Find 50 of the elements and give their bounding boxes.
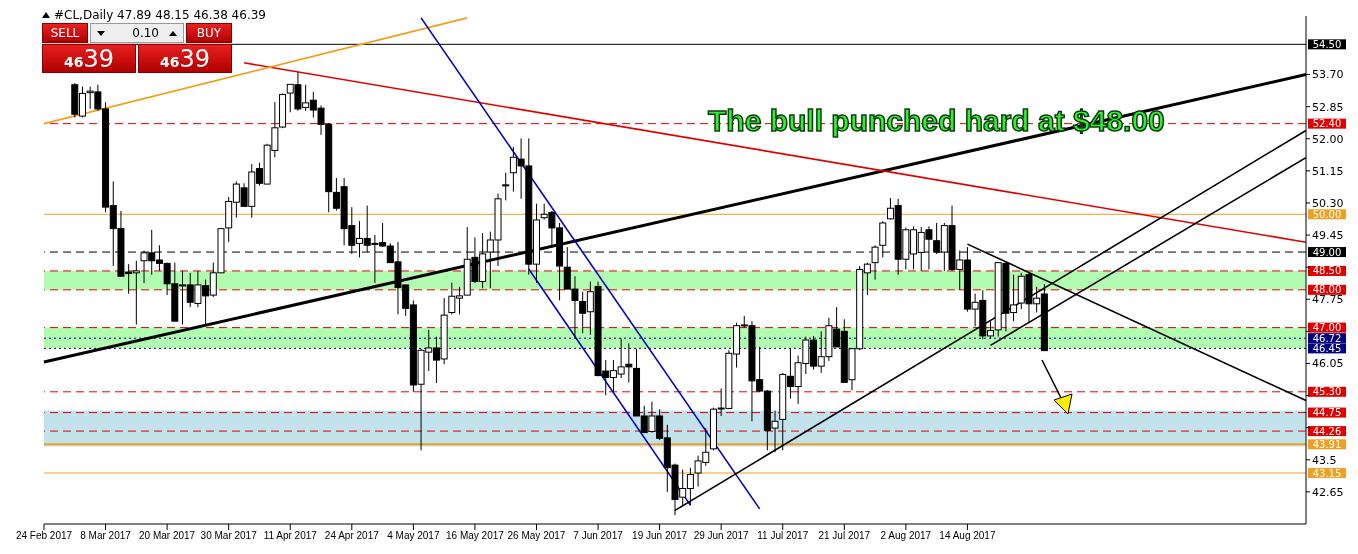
y-tick-label: 51.15 bbox=[1312, 164, 1344, 178]
annotation: SELL bbox=[42, 23, 88, 43]
annotation: 46 bbox=[159, 54, 180, 70]
x-tick-label: 8 Mar 2017 bbox=[80, 530, 132, 542]
annotation: BUY bbox=[186, 23, 232, 43]
y-tick-label: 52.00 bbox=[1312, 132, 1344, 146]
annotation: 0.10 bbox=[131, 26, 160, 40]
quantity-field: 0.10 bbox=[90, 23, 184, 43]
x-tick-label: 16 May 2017 bbox=[446, 530, 505, 542]
x-tick-label: 29 Jun 2017 bbox=[693, 530, 750, 542]
x-tick-label: 24 Feb 2017 bbox=[15, 530, 73, 542]
ref-line-label: 43.15 bbox=[1312, 467, 1342, 479]
x-tick-label: 26 May 2017 bbox=[507, 530, 566, 542]
ref-line-label: 48.50 bbox=[1312, 265, 1342, 277]
ref-line-label: 43.91 bbox=[1312, 438, 1342, 450]
x-tick-label: 11 Jul 2017 bbox=[757, 530, 809, 542]
annotation: 46 bbox=[63, 54, 84, 70]
ref-line-label: 54.50 bbox=[1312, 38, 1342, 50]
annotation: 39 bbox=[179, 45, 211, 73]
x-tick-label: 7 Jun 2017 bbox=[573, 530, 624, 542]
y-tick-label: 47.75 bbox=[1312, 293, 1344, 307]
y-tick-label: 49.45 bbox=[1312, 228, 1344, 242]
y-tick-label: 42.65 bbox=[1312, 485, 1344, 499]
ref-line-label: 46.72 bbox=[1312, 332, 1342, 344]
x-tick-label: 30 Mar 2017 bbox=[200, 530, 258, 542]
x-tick-label: 21 Jul 2017 bbox=[818, 530, 871, 542]
x-tick-label: 24 Apr 2017 bbox=[324, 530, 380, 542]
ref-line-label: 50.00 bbox=[1312, 208, 1342, 220]
ref-line-label: 44.26 bbox=[1312, 425, 1342, 437]
ref-line-label: 52.40 bbox=[1312, 118, 1342, 130]
ref-line-label: 46.45 bbox=[1312, 342, 1342, 354]
ref-line-label: 47.00 bbox=[1312, 322, 1342, 334]
y-tick-label: 43.5 bbox=[1312, 453, 1337, 467]
x-tick-label: 20 Mar 2017 bbox=[139, 530, 196, 542]
x-tick-label: 14 Aug 2017 bbox=[939, 530, 996, 542]
y-tick-label: 53.70 bbox=[1312, 68, 1344, 82]
x-tick-label: 2 Aug 2017 bbox=[880, 530, 932, 542]
annotation: 39 bbox=[83, 45, 115, 73]
ref-line-label: 44.75 bbox=[1312, 407, 1342, 419]
y-tick-label: 52.85 bbox=[1312, 100, 1344, 114]
y-tick-label: 46.05 bbox=[1312, 357, 1344, 371]
x-tick-label: 4 May 2017 bbox=[387, 530, 440, 542]
chart-title: #CL,Daily 47.89 48.15 46.38 46.39 bbox=[54, 8, 266, 22]
x-tick-label: 11 Apr 2017 bbox=[263, 530, 318, 542]
candlestick bbox=[502, 172, 510, 201]
x-tick-label: 19 Jun 2017 bbox=[632, 530, 688, 542]
ref-line-label: 48.00 bbox=[1312, 284, 1342, 296]
y-tick-label: 50.30 bbox=[1312, 196, 1344, 210]
ref-line-label: 49.00 bbox=[1312, 246, 1342, 258]
ref-line-label: 45.30 bbox=[1312, 386, 1342, 398]
